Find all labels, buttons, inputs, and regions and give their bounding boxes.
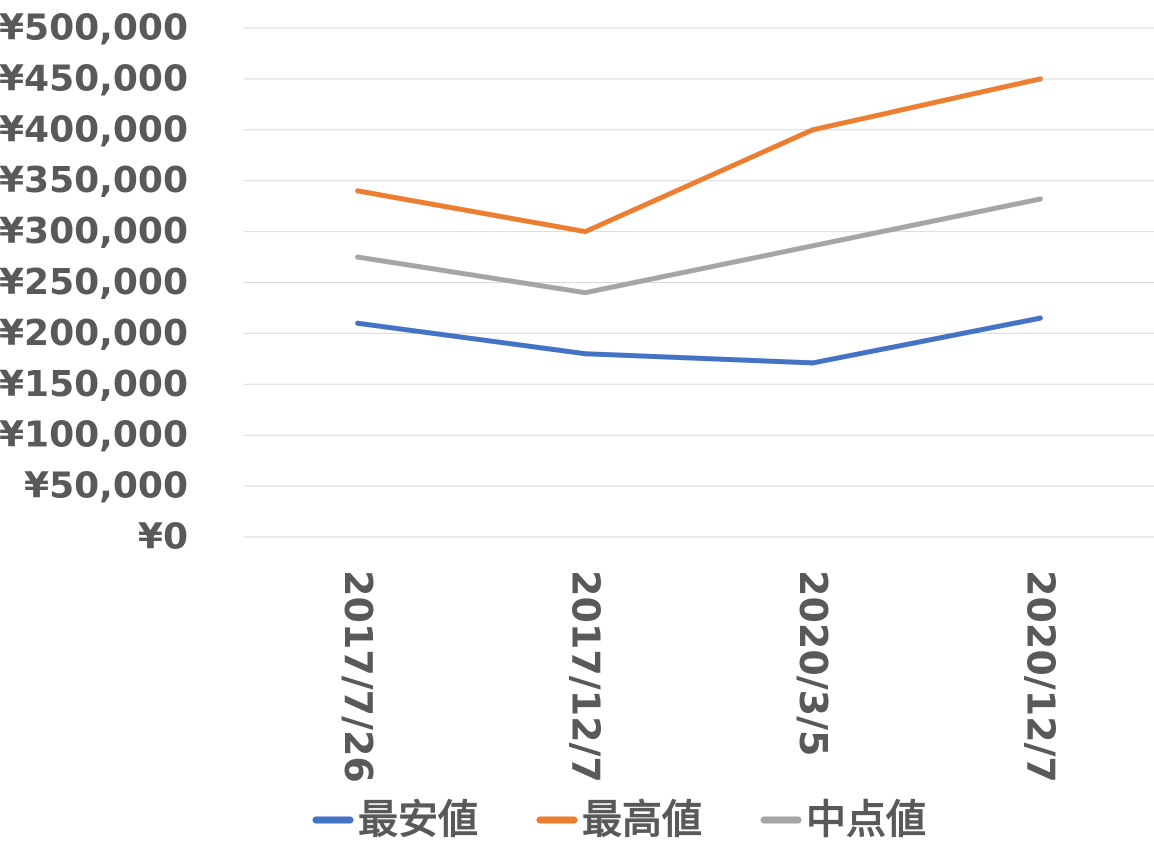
- y-tick-label: ¥100,000: [0, 415, 188, 456]
- legend-label: 中点値: [806, 797, 926, 843]
- data-point: [582, 290, 588, 296]
- data-point: [582, 229, 588, 235]
- data-point: [1037, 76, 1043, 82]
- series-line: [355, 315, 1043, 366]
- y-tick-label: ¥250,000: [0, 262, 188, 303]
- y-tick-label: ¥500,000: [0, 8, 188, 49]
- data-point: [355, 188, 361, 194]
- y-tick-label: ¥450,000: [0, 58, 188, 99]
- y-tick-label: ¥350,000: [0, 160, 188, 201]
- data-point: [355, 320, 361, 326]
- legend: 最安値 最高値 中点値: [312, 797, 926, 843]
- series-lines: [355, 76, 1043, 366]
- y-tick-label: ¥50,000: [24, 466, 188, 507]
- x-tick-label: 2017/12/7: [563, 570, 607, 783]
- data-point: [810, 243, 816, 249]
- data-point: [355, 254, 361, 260]
- y-tick-label: ¥300,000: [0, 211, 188, 252]
- x-tick-label: 2020/12/7: [1018, 570, 1062, 783]
- y-tick-label: ¥400,000: [0, 109, 188, 150]
- legend-label: 最安値: [358, 797, 478, 843]
- gridlines: [244, 27, 1154, 538]
- data-point: [1037, 315, 1043, 321]
- y-tick-label: ¥150,000: [0, 364, 188, 405]
- y-axis-tick-labels: ¥0 ¥50,000 ¥100,000 ¥150,000 ¥200,000 ¥250,00…: [0, 8, 188, 558]
- legend-label: 最高値: [582, 797, 702, 843]
- series-line: [355, 196, 1043, 296]
- x-tick-label: 2017/7/26: [336, 570, 380, 783]
- y-tick-label: ¥200,000: [0, 313, 188, 354]
- series-line: [355, 76, 1043, 235]
- data-point: [1037, 196, 1043, 202]
- y-tick-label: ¥0: [138, 517, 188, 558]
- data-point: [810, 360, 816, 366]
- x-axis-tick-labels: 2017/7/26 2017/12/7 2020/3/5 2020/12/7: [336, 570, 1063, 783]
- data-point: [810, 127, 816, 133]
- x-tick-label: 2020/3/5: [791, 570, 835, 756]
- data-point: [582, 351, 588, 357]
